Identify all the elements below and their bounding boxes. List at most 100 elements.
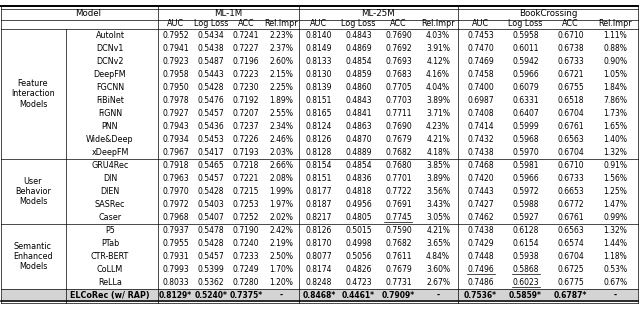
Text: 0.5970: 0.5970 [512,148,539,157]
Text: 0.7937: 0.7937 [163,226,189,235]
Text: 0.53%: 0.53% [604,265,628,274]
Text: 0.4870: 0.4870 [346,135,372,144]
Text: 3.60%: 3.60% [426,265,450,274]
Text: 4.21%: 4.21% [426,226,450,235]
Text: 0.4859: 0.4859 [346,70,372,79]
Text: 0.7280: 0.7280 [233,278,259,287]
Text: 0.5938: 0.5938 [512,252,539,261]
Text: 0.7680: 0.7680 [385,161,412,170]
Text: 0.7941: 0.7941 [163,44,189,53]
Text: 0.7931: 0.7931 [163,252,189,261]
Text: 2.23%: 2.23% [269,31,293,40]
Text: 2.37%: 2.37% [269,44,293,53]
Text: 2.08%: 2.08% [269,174,293,183]
Text: ACC: ACC [562,20,579,29]
Text: DIN: DIN [103,174,117,183]
Text: 3.85%: 3.85% [426,161,450,170]
Text: 2.25%: 2.25% [269,83,293,92]
Text: 0.99%: 0.99% [604,213,628,222]
Text: 3.56%: 3.56% [426,187,450,196]
Text: 0.4461*: 0.4461* [342,291,375,300]
Text: 0.7420: 0.7420 [467,174,494,183]
Text: 0.5436: 0.5436 [198,122,224,131]
Text: 0.5968: 0.5968 [512,135,539,144]
Text: 3.91%: 3.91% [426,44,450,53]
Text: 0.7952: 0.7952 [163,31,189,40]
Text: 0.7249: 0.7249 [233,265,259,274]
Text: 1.18%: 1.18% [604,252,627,261]
Text: 0.6704: 0.6704 [557,148,584,157]
Text: 0.6407: 0.6407 [512,109,539,118]
Text: 0.7970: 0.7970 [163,187,189,196]
Text: ML-25M: ML-25M [362,10,396,18]
Text: 1.44%: 1.44% [604,239,627,248]
Text: 0.4998: 0.4998 [346,239,372,248]
Text: 0.8174: 0.8174 [306,265,332,274]
Text: ReLLa: ReLLa [98,278,122,287]
Text: -: - [280,291,283,300]
Text: 2.34%: 2.34% [269,122,293,131]
Text: 0.7731: 0.7731 [385,278,412,287]
Text: 0.7536*: 0.7536* [464,291,497,300]
Text: Semantic
Enhanced
Models: Semantic Enhanced Models [13,242,53,272]
Text: 0.5417: 0.5417 [198,148,224,157]
Text: 0.8130: 0.8130 [306,70,332,79]
Text: 0.7253: 0.7253 [233,200,259,209]
Text: 0.7469: 0.7469 [467,57,494,66]
Text: 0.4836: 0.4836 [346,174,372,183]
Text: 0.7226: 0.7226 [233,135,259,144]
Text: 2.02%: 2.02% [269,213,293,222]
Text: 0.5868: 0.5868 [512,265,539,274]
Text: 0.6761: 0.6761 [557,213,584,222]
Text: 0.7223: 0.7223 [233,70,259,79]
Text: 0.6772: 0.6772 [557,200,584,209]
Text: 0.7227: 0.7227 [233,44,259,53]
Text: -: - [436,291,440,300]
Text: 0.6755: 0.6755 [557,83,584,92]
Text: 0.4889: 0.4889 [346,148,372,157]
Text: 0.7934: 0.7934 [163,135,189,144]
Text: FGCNN: FGCNN [96,83,124,92]
Text: 1.99%: 1.99% [269,187,293,196]
Text: 0.6733: 0.6733 [557,57,584,66]
Text: DCNv2: DCNv2 [96,57,124,66]
Text: 0.7190: 0.7190 [233,226,259,235]
Text: 0.7448: 0.7448 [467,252,494,261]
Text: 1.73%: 1.73% [604,109,627,118]
Text: 1.56%: 1.56% [604,174,627,183]
Text: 0.7950: 0.7950 [163,83,189,92]
Text: 0.7408: 0.7408 [467,109,494,118]
Text: 0.7978: 0.7978 [163,96,189,105]
Text: BookCrossing: BookCrossing [519,10,577,18]
Text: AutoInt: AutoInt [95,31,125,40]
Text: 0.8154: 0.8154 [306,161,332,170]
Text: 0.5407: 0.5407 [198,213,224,222]
Text: 2.42%: 2.42% [269,226,293,235]
Text: 0.7468: 0.7468 [467,161,494,170]
Text: 0.5457: 0.5457 [198,109,224,118]
Text: Wide&Deep: Wide&Deep [86,135,134,144]
Text: 0.6331: 0.6331 [512,96,539,105]
Text: 0.4854: 0.4854 [346,161,372,170]
Text: 0.4869: 0.4869 [346,44,372,53]
Text: 4.12%: 4.12% [426,57,450,66]
Text: 0.91%: 0.91% [604,161,627,170]
Text: Log Loss: Log Loss [508,20,543,29]
Text: 0.5972: 0.5972 [512,187,539,196]
Text: 0.88%: 0.88% [604,44,627,53]
Text: 0.6775: 0.6775 [557,278,584,287]
Text: 0.7958: 0.7958 [163,70,189,79]
Text: 1.20%: 1.20% [269,278,293,287]
Text: 0.5428: 0.5428 [198,83,224,92]
Text: 0.5476: 0.5476 [198,96,224,105]
Text: 1.32%: 1.32% [604,148,627,157]
Text: Rel.Impr: Rel.Impr [264,20,298,29]
Text: 0.7927: 0.7927 [163,109,189,118]
Text: 0.6704: 0.6704 [557,109,584,118]
Text: FiGNN: FiGNN [98,109,122,118]
Text: 0.7427: 0.7427 [467,200,494,209]
Text: AUC: AUC [472,20,489,29]
Text: 0.5015: 0.5015 [346,226,372,235]
Text: 0.8124: 0.8124 [306,122,332,131]
Bar [1,289,637,302]
